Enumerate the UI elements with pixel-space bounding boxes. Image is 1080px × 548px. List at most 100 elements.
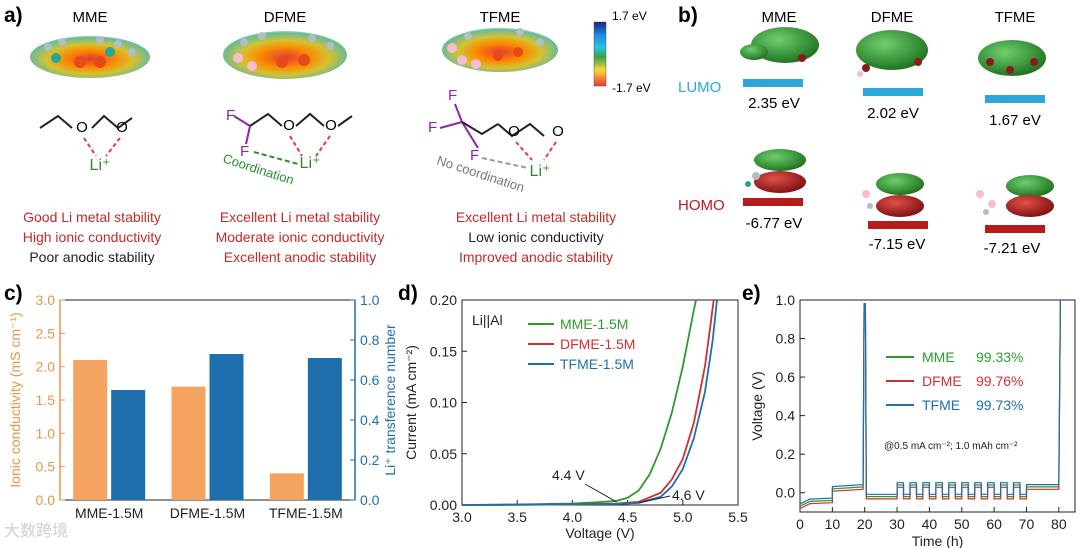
y-tick-label: 0.4: [776, 408, 796, 424]
bond-skeleton: [337, 115, 353, 127]
cf-bond: [461, 121, 479, 149]
x-tick-label: 5.5: [728, 509, 748, 525]
x-tick-label: MME-1.5M: [75, 505, 143, 521]
x-tick-label: 60: [986, 516, 1002, 532]
y-tick-label: 0.6: [776, 369, 796, 385]
y-tick-label: 1.5: [36, 392, 56, 408]
x-tick-label: 4.5: [618, 509, 638, 525]
y2-tick-label: 0.6: [360, 372, 380, 388]
panel-label-b: b): [678, 4, 698, 27]
annotation-arrow: [584, 483, 617, 503]
annotation-arrow: [638, 495, 671, 504]
x-tick-label: TFME-1.5M: [269, 505, 343, 521]
li-ion-label: Li⁺: [530, 163, 551, 180]
colorbar: [593, 21, 607, 87]
legend-label: DFME-1.5M: [560, 336, 635, 352]
chart-lsv: 3.0 3.5 4.0 4.5 5.0 5.5 0.00 0.05 0.10 0.15 0.20 MM…: [403, 292, 748, 541]
y-tick-label: 0.8: [776, 331, 796, 347]
property-note: Improved anodic stability: [459, 249, 613, 265]
y2-tick-label: 1.0: [360, 292, 380, 308]
legend-label: TFME: [922, 397, 960, 413]
li-ion-label: Li⁺: [300, 155, 321, 172]
molecule-dfme: DFME F F O O Li⁺ Coordination Excellent …: [216, 9, 385, 265]
oxygen-atoms: [276, 54, 310, 68]
colorbar-min: -1.7 eV: [612, 81, 651, 95]
legend-label: MME: [922, 349, 955, 365]
y-tick-label: 1.0: [36, 425, 56, 441]
x-tick-label: 80: [1051, 516, 1067, 532]
y-axis-label: Current (mA cm⁻²): [403, 345, 419, 460]
legend-value: 99.76%: [976, 373, 1023, 389]
y-tick-label: 0.20: [430, 292, 457, 308]
legend-value: 99.33%: [976, 349, 1023, 365]
property-note: Excellent anodic stability: [224, 249, 377, 265]
oxygen-label: O: [325, 117, 337, 134]
property-note: Low ionic conductivity: [468, 229, 603, 245]
li-o-coordination: [315, 135, 331, 157]
li-o-coordination: [289, 135, 303, 157]
bond-skeleton: [497, 122, 545, 138]
plot-frame: [799, 299, 1076, 513]
property-note: Poor anodic stability: [29, 249, 154, 265]
y-tick-label: 3.0: [36, 292, 56, 308]
fluorine-label: F: [240, 143, 249, 160]
esp-surface: [442, 28, 558, 72]
column-title: MME: [762, 9, 797, 26]
legend-label: MME-1.5M: [560, 316, 628, 332]
x-tick-label: 30: [889, 516, 905, 532]
property-note: High ionic conductivity: [23, 229, 162, 245]
y-tick-label: 2.5: [36, 325, 56, 341]
homo-orbital-tfme: [976, 175, 1054, 217]
bond-skeleton: [461, 121, 499, 136]
x-tick-label: 0: [796, 516, 804, 532]
homo-orbital-mme: [745, 149, 806, 193]
fluorine-label: F: [428, 119, 437, 136]
y-tick-label: 0.15: [430, 343, 457, 359]
oxygen-label: O: [116, 119, 128, 136]
coordination-label: Coordination: [221, 151, 296, 188]
no-coordination-label: No coordination: [435, 153, 526, 195]
li-o-coordination: [83, 137, 97, 157]
y-tick-label: 0.10: [430, 395, 457, 411]
x-tick-label: 70: [1019, 516, 1035, 532]
lumo-label: LUMO: [678, 79, 721, 96]
chart-ionic-conductivity: 0.0 0.5 1.0 1.5 2.0 2.5 3.0 0.0 0.2 0.4 0.6 0.8 1.0 M…: [7, 292, 398, 521]
lumo-orbital-dfme: [856, 30, 928, 77]
fluorine-atoms: [233, 53, 257, 71]
li-o-coordination: [105, 137, 121, 157]
legend-label: DFME: [922, 373, 962, 389]
bar-conductivity: [171, 386, 206, 500]
homo-level-bar: [868, 221, 928, 229]
lumo-level-bar: [743, 79, 803, 87]
no-coordination-line: [481, 157, 529, 169]
x-tick-label: 40: [922, 516, 938, 532]
legend-value: 99.73%: [976, 397, 1023, 413]
bond-skeleton: [249, 112, 283, 127]
carbon-atoms: [51, 47, 115, 63]
panel-label-d: d): [398, 282, 418, 305]
fluorine-atoms: [447, 43, 481, 69]
molecule-title: MME: [73, 9, 108, 26]
bar-transference: [209, 354, 244, 500]
fluorine-label: F: [226, 107, 235, 124]
y2-tick-label: 0.8: [360, 332, 380, 348]
homo-level-bar: [743, 198, 803, 206]
x-tick-label: 5.0: [673, 509, 693, 525]
watermark: 大数跨境: [4, 521, 68, 540]
x-axis-label: Time (h): [912, 533, 964, 548]
series-line-tfme: [799, 299, 1061, 505]
y-tick-label: 0.0: [36, 492, 56, 508]
molecule-tfme: TFME 1.7 eV -1.7 eV F F F O O Li⁺ No coo…: [428, 9, 651, 265]
bar-conductivity: [73, 360, 108, 500]
lumo-energy: 2.35 eV: [748, 95, 800, 112]
x-tick-label: 4.0: [563, 509, 583, 525]
bar-transference: [111, 390, 146, 500]
x-tick-label: 3.5: [507, 509, 527, 525]
oxygen-atoms: [74, 56, 106, 68]
molecule-title: DFME: [264, 9, 307, 26]
y-tick-label: 0.0: [776, 485, 796, 501]
oxygen-label: O: [76, 119, 88, 136]
y2-tick-label: 0.2: [360, 452, 380, 468]
homo-energy: -6.77 eV: [746, 215, 803, 232]
